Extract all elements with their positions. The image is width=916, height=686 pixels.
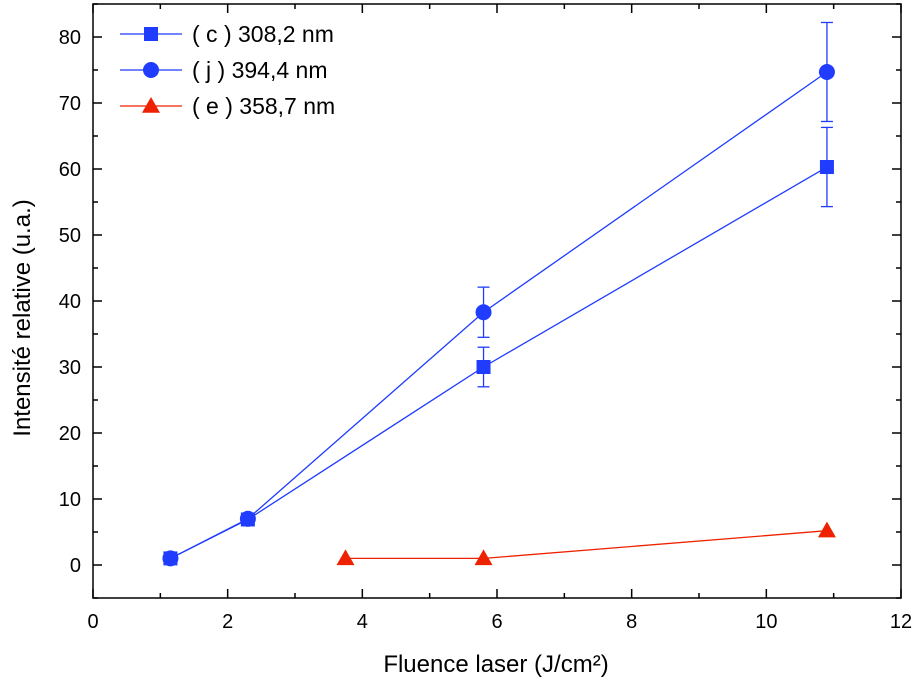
series-line xyxy=(345,530,827,560)
x-tick-label: 2 xyxy=(222,611,233,633)
x-tick-label: 12 xyxy=(890,611,912,633)
data-point xyxy=(819,160,834,175)
x-tick-label: 8 xyxy=(626,611,637,633)
y-axis-label: Intensité relative (u.a.) xyxy=(9,199,36,436)
x-tick-label: 6 xyxy=(491,611,502,633)
y-tick-label: 0 xyxy=(70,555,81,577)
series-circle xyxy=(162,21,835,567)
data-point xyxy=(475,304,492,321)
legend-label: ( j ) 394,4 nm xyxy=(192,57,328,83)
y-tick-label: 30 xyxy=(59,357,81,379)
x-axis-label: Fluence laser (J/cm²) xyxy=(383,651,608,678)
y-tick-label: 10 xyxy=(59,489,81,511)
legend-label: ( e ) 358,7 nm xyxy=(192,93,335,119)
data-point xyxy=(336,549,355,566)
series-square xyxy=(163,126,834,566)
data-point xyxy=(239,510,256,527)
data-point xyxy=(474,549,493,566)
data-point xyxy=(476,360,491,374)
x-tick-label: 4 xyxy=(357,611,368,633)
axis-ticks: 0 2 4 6 8 10 12 0 10 20 30 40 50 60 70 80 xyxy=(59,3,912,633)
y-tick-label: 50 xyxy=(59,225,81,247)
y-tick-label: 60 xyxy=(59,159,81,181)
x-tick-label: 0 xyxy=(87,611,98,633)
y-tick-label: 40 xyxy=(59,291,81,313)
legend-marker xyxy=(143,62,159,78)
data-point xyxy=(162,550,179,567)
data-point xyxy=(817,521,836,538)
y-tick-label: 70 xyxy=(59,93,81,115)
x-tick-label: 10 xyxy=(755,611,777,633)
legend-marker xyxy=(144,27,158,41)
y-tick-label: 80 xyxy=(59,27,81,49)
legend: ( c ) 308,2 nm ( j ) 394,4 nm ( e ) 358,7 … xyxy=(120,21,335,119)
series-line xyxy=(170,71,828,559)
legend-marker xyxy=(142,97,160,113)
series-layer xyxy=(162,21,836,567)
y-tick-label: 20 xyxy=(59,423,81,445)
series-triangle xyxy=(336,521,836,566)
data-point xyxy=(818,63,835,80)
legend-label: ( c ) 308,2 nm xyxy=(192,21,334,47)
